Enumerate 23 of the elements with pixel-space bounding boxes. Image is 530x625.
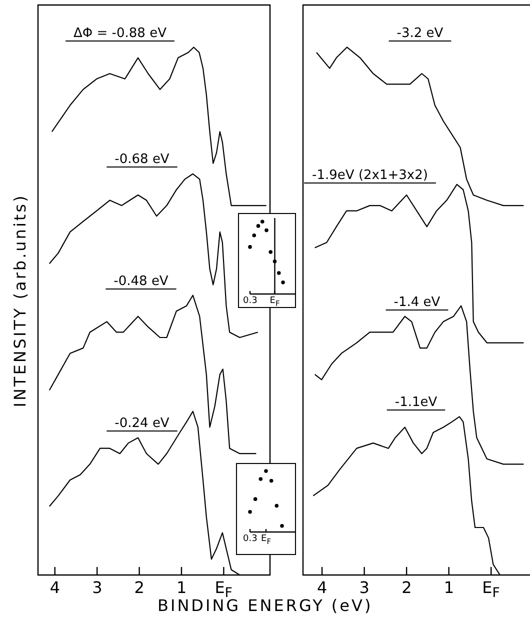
x-tick-label: E$_{F}$ xyxy=(482,578,500,601)
x-tick-label: 4 xyxy=(50,578,60,597)
annotation: -0.48 eV xyxy=(114,274,168,289)
annotation: -1.4 eV xyxy=(394,295,440,310)
x-tick-label: 0.3 xyxy=(243,296,258,306)
x-tick-label: 4 xyxy=(317,578,328,597)
annotation: -1.9eV (2x1+3x2) xyxy=(312,168,428,183)
annotation: -1.1eV xyxy=(394,395,438,410)
x-tick-label: E$_{F}$ xyxy=(261,534,272,546)
x-tick-label: 1 xyxy=(444,578,454,597)
annotation: -0.24 eV xyxy=(114,416,170,431)
x-tick-label: 2 xyxy=(402,578,412,597)
x-tick-label: 3 xyxy=(359,578,370,597)
x-tick-label: 3 xyxy=(92,578,102,597)
x-tick-label: E$_{F}$ xyxy=(270,296,280,308)
y-axis-title: INTENSITY (arb.units) xyxy=(10,193,30,407)
x-tick-label: 0.3 xyxy=(243,534,258,544)
text: -3.2 eV xyxy=(396,26,444,41)
x-tick-label: 1 xyxy=(176,578,187,597)
x-tick-label: 2 xyxy=(134,578,144,597)
x-axis-title: BINDING ENERGY (eV) xyxy=(158,596,373,615)
text: ΔΦ = -0.88 eV xyxy=(74,26,167,41)
annotation: -0.68 eV xyxy=(114,152,170,167)
